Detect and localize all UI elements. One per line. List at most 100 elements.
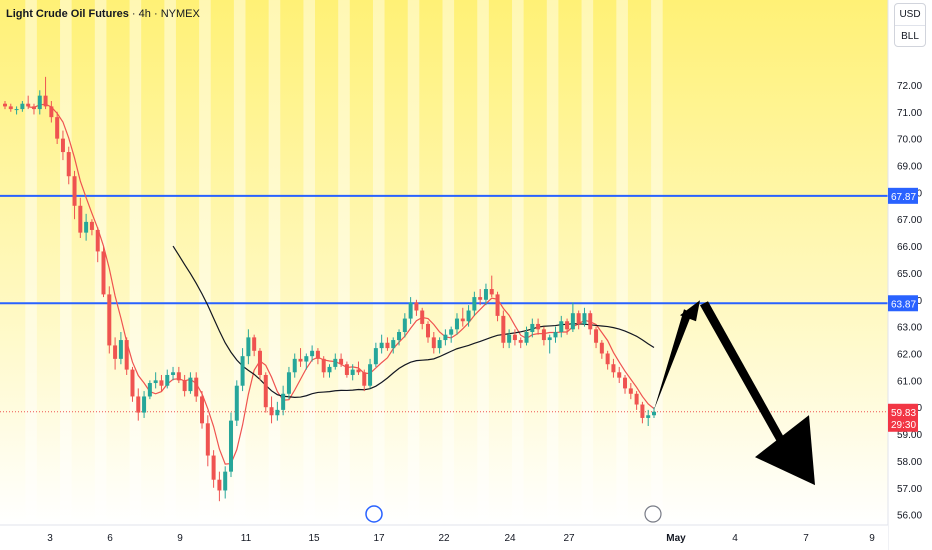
candle[interactable] — [275, 409, 280, 416]
candle[interactable] — [408, 302, 413, 319]
candle[interactable] — [565, 321, 570, 330]
candle[interactable] — [269, 407, 274, 416]
candle[interactable] — [321, 358, 326, 373]
event-marker[interactable] — [644, 505, 662, 523]
candle[interactable] — [460, 318, 465, 322]
candle[interactable] — [518, 340, 523, 343]
candle[interactable] — [257, 350, 262, 375]
candle[interactable] — [26, 103, 31, 107]
candle[interactable] — [252, 337, 257, 351]
candle[interactable] — [223, 471, 228, 491]
candle[interactable] — [449, 329, 454, 335]
candle[interactable] — [350, 369, 355, 375]
candle[interactable] — [31, 106, 36, 110]
candle[interactable] — [211, 455, 216, 480]
candle[interactable] — [478, 297, 483, 300]
candle[interactable] — [20, 103, 25, 110]
candle[interactable] — [495, 294, 500, 316]
candle[interactable] — [194, 377, 199, 397]
candle[interactable] — [304, 356, 309, 362]
candle[interactable] — [281, 393, 286, 410]
candle[interactable] — [327, 366, 332, 373]
candle[interactable] — [78, 205, 83, 233]
candle[interactable] — [489, 289, 494, 295]
candle[interactable] — [437, 340, 442, 349]
currency-selector[interactable]: USD BLL — [894, 3, 926, 47]
candle[interactable] — [55, 117, 60, 139]
candle[interactable] — [159, 380, 164, 386]
candle[interactable] — [101, 251, 106, 295]
candle[interactable] — [130, 369, 135, 397]
candle[interactable] — [333, 358, 338, 367]
candle[interactable] — [368, 364, 373, 386]
candle[interactable] — [362, 372, 367, 386]
candle[interactable] — [507, 334, 512, 343]
candle[interactable] — [344, 364, 349, 375]
candle[interactable] — [142, 396, 147, 413]
candle[interactable] — [570, 313, 575, 330]
candle[interactable] — [310, 350, 315, 357]
candle[interactable] — [315, 350, 320, 359]
candle[interactable] — [66, 152, 71, 177]
candle[interactable] — [136, 396, 141, 413]
candle[interactable] — [8, 106, 13, 110]
candle[interactable] — [200, 396, 205, 424]
candle[interactable] — [652, 411, 656, 416]
candle[interactable] — [576, 313, 581, 324]
candle[interactable] — [559, 321, 564, 332]
candle[interactable] — [298, 358, 303, 362]
candle[interactable] — [113, 345, 118, 359]
candle[interactable] — [37, 95, 42, 110]
candle[interactable] — [466, 310, 471, 322]
candle[interactable] — [530, 323, 535, 332]
candle[interactable] — [205, 423, 210, 456]
candle[interactable] — [512, 334, 517, 341]
candle[interactable] — [182, 380, 187, 392]
candle[interactable] — [547, 337, 552, 341]
candle[interactable] — [165, 374, 170, 386]
candle[interactable] — [541, 329, 546, 341]
candle[interactable] — [147, 383, 152, 397]
candle[interactable] — [339, 358, 344, 365]
candle[interactable] — [240, 356, 245, 386]
candle[interactable] — [49, 106, 54, 118]
candle[interactable] — [472, 297, 477, 311]
candle[interactable] — [14, 109, 19, 111]
candle[interactable] — [414, 302, 419, 311]
candle[interactable] — [292, 358, 297, 373]
candle[interactable] — [188, 377, 193, 392]
candle[interactable] — [553, 332, 558, 338]
candle[interactable] — [3, 103, 7, 107]
candle[interactable] — [454, 318, 459, 330]
candle[interactable] — [43, 95, 48, 107]
event-marker[interactable] — [365, 505, 383, 523]
candle[interactable] — [263, 374, 268, 408]
candle[interactable] — [611, 364, 616, 373]
candle[interactable] — [72, 176, 77, 206]
candle[interactable] — [582, 313, 587, 324]
candle[interactable] — [373, 348, 378, 365]
candle[interactable] — [356, 369, 361, 373]
candle[interactable] — [89, 221, 94, 230]
candle[interactable] — [594, 329, 599, 343]
candle[interactable] — [402, 318, 407, 332]
candle[interactable] — [599, 342, 604, 354]
candle[interactable] — [605, 353, 610, 365]
candle[interactable] — [118, 340, 123, 359]
candle[interactable] — [153, 380, 158, 384]
candle[interactable] — [171, 372, 176, 375]
candle[interactable] — [524, 332, 529, 343]
candle[interactable] — [628, 388, 633, 394]
candle[interactable] — [623, 377, 628, 389]
candle[interactable] — [483, 289, 488, 300]
candle[interactable] — [431, 337, 436, 349]
candle[interactable] — [234, 385, 239, 421]
candle[interactable] — [426, 323, 431, 338]
candle[interactable] — [95, 229, 100, 252]
candle[interactable] — [397, 332, 402, 341]
candle[interactable] — [176, 372, 181, 381]
candle[interactable] — [640, 404, 645, 418]
candle[interactable] — [501, 315, 506, 343]
candle[interactable] — [420, 310, 425, 324]
